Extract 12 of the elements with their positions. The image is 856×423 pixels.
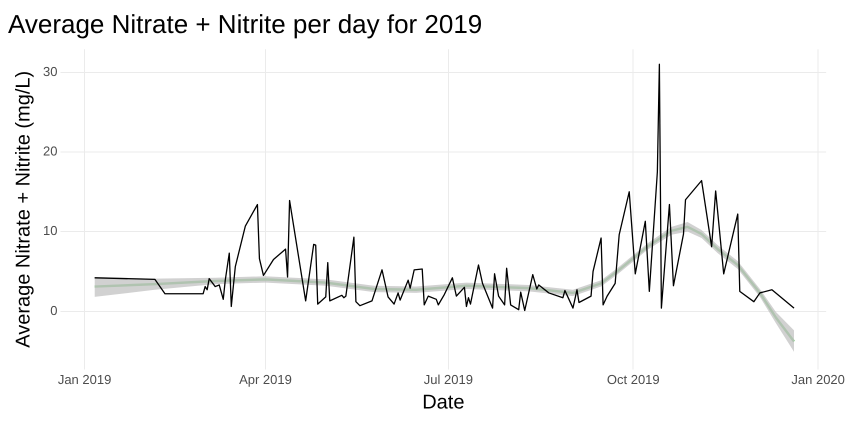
y-tick-label: 0	[50, 302, 58, 318]
x-tick-label: Jan 2019	[58, 372, 112, 387]
y-axis-title: Average Nitrate + Nitrite (mg/L)	[12, 70, 35, 348]
x-tick-label: Jul 2019	[424, 372, 473, 387]
y-tick-label: 10	[42, 223, 58, 238]
x-tick-label: Oct 2019	[606, 372, 660, 387]
x-axis-title: Date	[422, 392, 464, 414]
y-tick-label: 30	[42, 64, 58, 79]
y-tick-label: 20	[42, 144, 58, 159]
x-tick-label: Jan 2020	[791, 372, 845, 387]
x-tick-label: Apr 2019	[239, 372, 292, 387]
chart-title: Average Nitrate + Nitrite per day for 2019	[8, 8, 482, 39]
